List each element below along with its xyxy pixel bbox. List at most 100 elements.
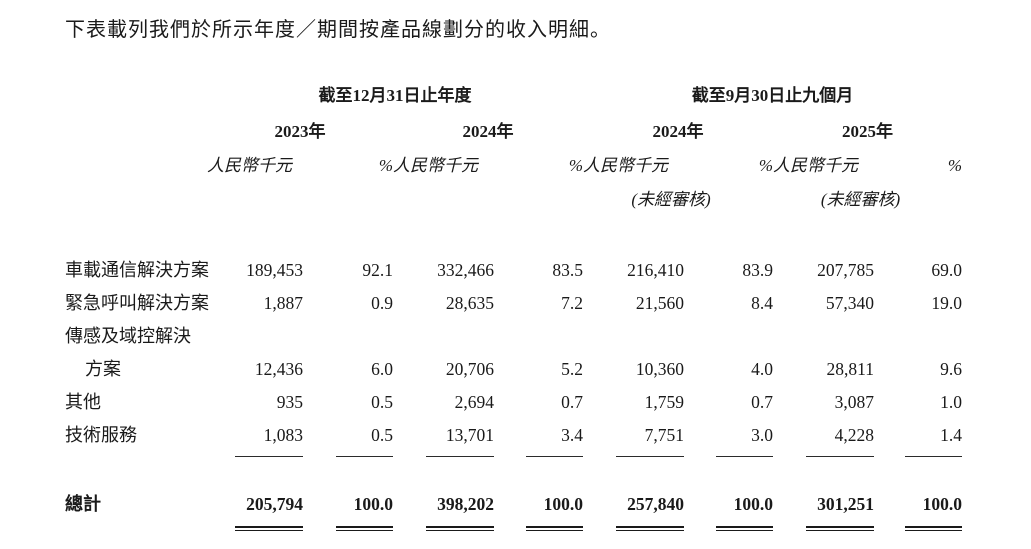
cell-percent: 0.7 — [561, 392, 583, 412]
cell-value: 10,360 — [635, 359, 684, 379]
single-rule — [583, 452, 684, 457]
percent-label: % — [947, 156, 962, 175]
total-percent: 100.0 — [733, 494, 773, 514]
col-group-nine-months: 截至9月30日止九個月 — [691, 86, 854, 105]
cell-percent: 69.0 — [931, 260, 962, 280]
double-rule — [684, 521, 773, 531]
cell-value: 207,785 — [817, 260, 874, 280]
table-caption: 下表載列我們於所示年度／期間按產品線劃分的收入明細。 — [65, 19, 611, 41]
table-header-units: 人民幣千元 % 人民幣千元 % 人民幣千元 % 人民幣千元 % — [65, 154, 1031, 178]
cell-value: 57,340 — [825, 293, 874, 313]
cell-percent: 9.6 — [940, 359, 962, 379]
cell-percent: 3.0 — [751, 425, 773, 445]
total-percent: 100.0 — [543, 494, 583, 514]
row-label: 緊急呼叫解決方案 — [65, 293, 209, 313]
cell-percent: 92.1 — [362, 260, 393, 280]
cell-percent: 7.2 — [561, 293, 583, 313]
total-label: 總計 — [65, 494, 101, 514]
double-rule — [494, 521, 583, 531]
cell-value: 20,706 — [445, 359, 494, 379]
year-2024-9m: 2024年 — [652, 122, 704, 141]
year-2024: 2024年 — [462, 122, 514, 141]
single-rule — [773, 452, 874, 457]
table-header-groups: 截至12月31日止年度 截至9月30日止九個月 — [65, 84, 1031, 108]
revenue-breakdown-table: 截至12月31日止年度 截至9月30日止九個月 2023年 2024年 2024… — [65, 84, 1031, 533]
table-row-total: 總計 205,794 100.0 398,202 100.0 257,840 1… — [65, 488, 1031, 521]
cell-percent: 0.5 — [371, 425, 393, 445]
unit-pair-2025-9m: 人民幣千元 % — [773, 154, 962, 178]
unit-pair-2024-9m: 人民幣千元 % — [583, 154, 773, 178]
cell-percent: 0.5 — [371, 392, 393, 412]
subtotal-rule-row — [65, 452, 1031, 464]
unit-label: 人民幣千元 — [773, 156, 858, 175]
row-label: 傳感及域控解決 — [65, 326, 191, 346]
row-label: 方案 — [85, 359, 121, 379]
cell-percent: 3.4 — [561, 425, 583, 445]
cell-percent: 4.0 — [751, 359, 773, 379]
unaudited-label-2024: (未經審核) — [631, 190, 711, 209]
total-percent: 100.0 — [353, 494, 393, 514]
double-rule — [303, 521, 393, 531]
cell-percent: 0.7 — [751, 392, 773, 412]
cell-value: 21,560 — [635, 293, 684, 313]
cell-value: 189,453 — [246, 260, 303, 280]
total-percent: 100.0 — [922, 494, 962, 514]
cell-percent: 83.5 — [552, 260, 583, 280]
cell-value: 2,694 — [454, 392, 494, 412]
year-2023: 2023年 — [274, 122, 326, 141]
row-label: 其他 — [65, 392, 101, 412]
table-body: 車載通信解決方案 189,453 92.1 332,466 83.5 216,4… — [65, 254, 1031, 533]
cell-value: 12,436 — [254, 359, 303, 379]
cell-value: 4,228 — [834, 425, 874, 445]
table-row-others: 其他 935 0.5 2,694 0.7 1,759 0.7 3,087 1.0 — [65, 386, 1031, 419]
cell-percent: 1.4 — [940, 425, 962, 445]
cell-percent: 0.9 — [371, 293, 393, 313]
total-value: 257,840 — [627, 494, 684, 514]
table-header-unaudited: (未經審核) (未經審核) — [65, 188, 1031, 212]
total-value: 205,794 — [246, 494, 303, 514]
cell-value: 13,701 — [445, 425, 494, 445]
cell-value: 1,759 — [644, 392, 684, 412]
single-rule — [874, 452, 962, 457]
total-rule-row — [65, 521, 1031, 533]
cell-value: 28,811 — [826, 359, 874, 379]
cell-value: 1,887 — [263, 293, 303, 313]
total-value: 301,251 — [817, 494, 874, 514]
year-2025-9m: 2025年 — [842, 122, 893, 141]
single-rule — [494, 452, 583, 457]
double-rule — [583, 521, 684, 531]
total-value: 398,202 — [437, 494, 494, 514]
unit-label: 人民幣千元 — [583, 156, 668, 175]
cell-value: 7,751 — [644, 425, 684, 445]
col-group-annual: 截至12月31日止年度 — [318, 86, 472, 105]
table-row-technical-services: 技術服務 1,083 0.5 13,701 3.4 7,751 3.0 4,22… — [65, 419, 1031, 452]
percent-label: % — [378, 156, 393, 175]
unit-pair-2024: 人民幣千元 % — [393, 154, 583, 178]
single-rule — [303, 452, 393, 457]
double-rule — [874, 521, 962, 531]
cell-percent: 1.0 — [940, 392, 962, 412]
cell-value: 28,635 — [445, 293, 494, 313]
cell-value: 3,087 — [834, 392, 874, 412]
cell-value: 216,410 — [627, 260, 684, 280]
table-row-sensing-domain-line1: 傳感及域控解決 — [65, 320, 1031, 353]
cell-percent: 6.0 — [371, 359, 393, 379]
unit-label: 人民幣千元 — [207, 156, 292, 175]
double-rule — [773, 521, 874, 531]
cell-percent: 5.2 — [561, 359, 583, 379]
single-rule — [393, 452, 494, 457]
single-rule — [207, 452, 303, 457]
double-rule — [393, 521, 494, 531]
unaudited-label-2025: (未經審核) — [820, 190, 901, 209]
double-rule — [207, 521, 303, 531]
cell-percent: 19.0 — [931, 293, 962, 313]
cell-value: 1,083 — [263, 425, 303, 445]
percent-label: % — [758, 156, 773, 175]
table-row-sensing-domain-line2: 方案 12,436 6.0 20,706 5.2 10,360 4.0 28,8… — [65, 353, 1031, 386]
single-rule — [684, 452, 773, 457]
table-header-years: 2023年 2024年 2024年 2025年 — [65, 120, 1031, 144]
cell-value: 332,466 — [437, 260, 494, 280]
cell-percent: 83.9 — [742, 260, 773, 280]
row-label: 技術服務 — [65, 425, 137, 445]
